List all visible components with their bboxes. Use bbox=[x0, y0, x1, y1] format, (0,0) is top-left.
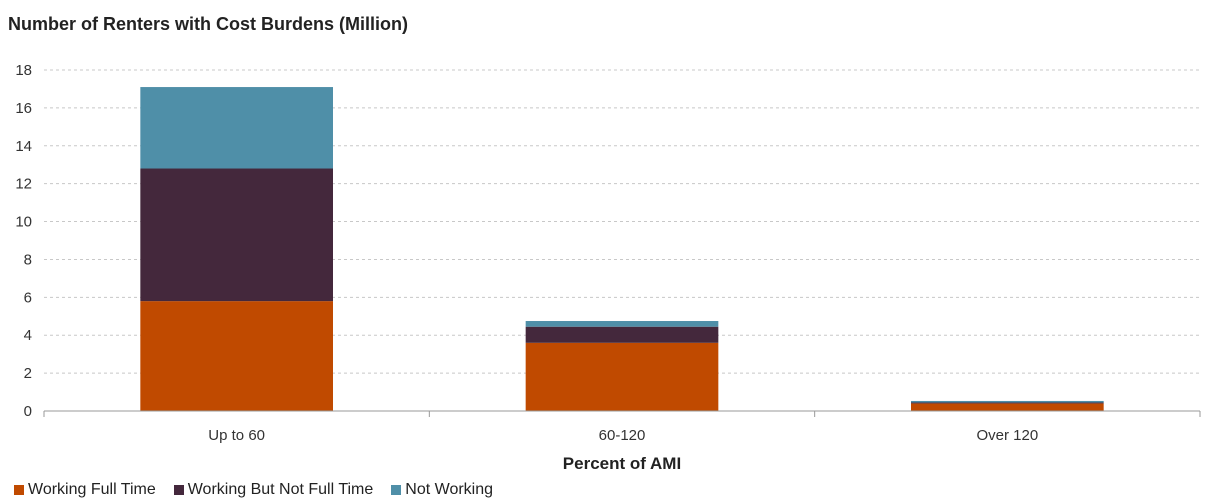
bars bbox=[140, 87, 1104, 411]
y-axis-ticks: 0 2 4 6 8 10 12 14 16 18 bbox=[15, 62, 32, 420]
bar-segment bbox=[911, 400, 1104, 403]
x-tick-label: Over 120 bbox=[976, 427, 1038, 444]
bar-segment bbox=[911, 402, 1104, 404]
y-tick-label: 8 bbox=[24, 251, 32, 268]
y-tick-label: 14 bbox=[15, 138, 32, 155]
chart-title: Number of Renters with Cost Burdens (Mil… bbox=[8, 14, 409, 34]
x-axis bbox=[43, 410, 1201, 417]
y-tick-label: 0 bbox=[24, 403, 32, 420]
y-tick-label: 4 bbox=[24, 327, 32, 344]
x-axis-tick-labels: Up to 60 60-120 Over 120 bbox=[208, 427, 1038, 444]
y-tick-label: 12 bbox=[15, 176, 32, 193]
y-tick-label: 6 bbox=[24, 289, 32, 306]
bar-segment bbox=[525, 321, 719, 327]
legend-label: Not Working bbox=[405, 481, 494, 498]
legend-item: Working Full Time bbox=[14, 481, 156, 499]
y-tick-label: 10 bbox=[15, 214, 32, 231]
bar-segment bbox=[525, 326, 719, 343]
y-tick-label: 18 bbox=[15, 62, 32, 79]
x-tick-label: Up to 60 bbox=[208, 427, 265, 444]
legend-swatch bbox=[14, 485, 24, 495]
x-tick-label: 60-120 bbox=[599, 427, 646, 444]
y-tick-label: 16 bbox=[15, 100, 32, 117]
legend-label: Working Full Time bbox=[28, 481, 156, 498]
legend-item: Working But Not Full Time bbox=[173, 481, 374, 499]
x-axis-title: Percent of AMI bbox=[563, 454, 681, 473]
legend-item: Not Working bbox=[391, 481, 493, 499]
bar-segment bbox=[911, 403, 1104, 411]
bar-segment bbox=[140, 301, 333, 411]
legend-swatch bbox=[391, 485, 402, 495]
legend-swatch bbox=[173, 485, 184, 495]
bar-segment bbox=[140, 87, 333, 169]
bar-segment bbox=[525, 342, 719, 411]
legend-label: Working But Not Full Time bbox=[187, 481, 374, 498]
bar-segment bbox=[140, 168, 333, 302]
legend: Working Full Time Working But Not Full Ti… bbox=[14, 481, 493, 499]
y-tick-label: 2 bbox=[24, 365, 32, 382]
